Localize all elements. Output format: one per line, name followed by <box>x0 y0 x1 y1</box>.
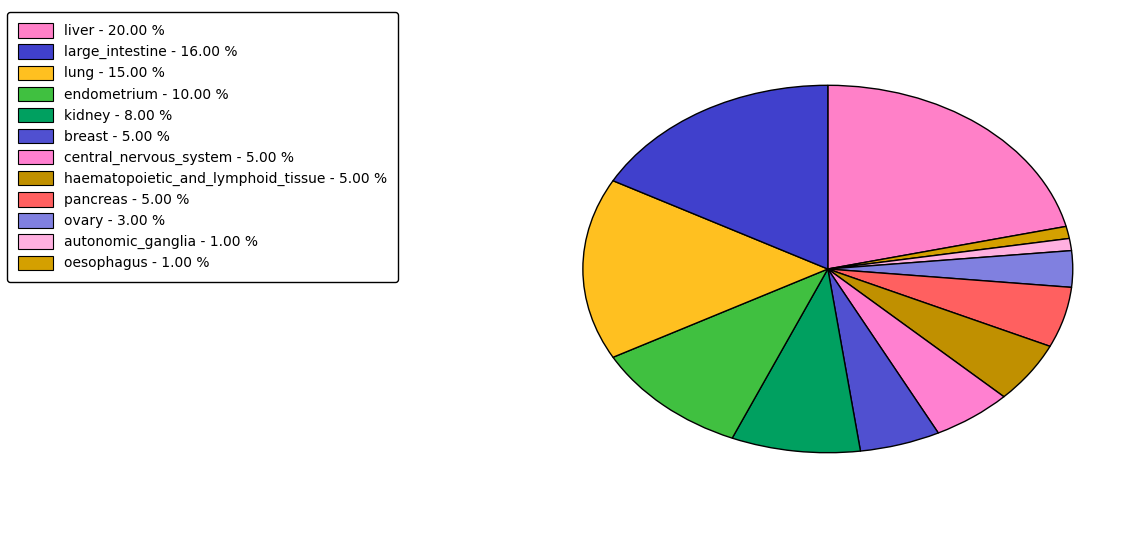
Wedge shape <box>828 238 1072 269</box>
Wedge shape <box>828 269 1050 397</box>
Wedge shape <box>828 269 1004 433</box>
Wedge shape <box>583 181 828 357</box>
Wedge shape <box>828 251 1073 287</box>
Wedge shape <box>613 269 828 438</box>
Wedge shape <box>828 226 1069 269</box>
Wedge shape <box>828 269 1072 346</box>
Wedge shape <box>613 86 828 269</box>
Wedge shape <box>733 269 861 452</box>
Legend: liver - 20.00 %, large_intestine - 16.00 %, lung - 15.00 %, endometrium - 10.00 : liver - 20.00 %, large_intestine - 16.00… <box>7 12 398 281</box>
Wedge shape <box>828 86 1066 269</box>
Wedge shape <box>828 269 938 451</box>
